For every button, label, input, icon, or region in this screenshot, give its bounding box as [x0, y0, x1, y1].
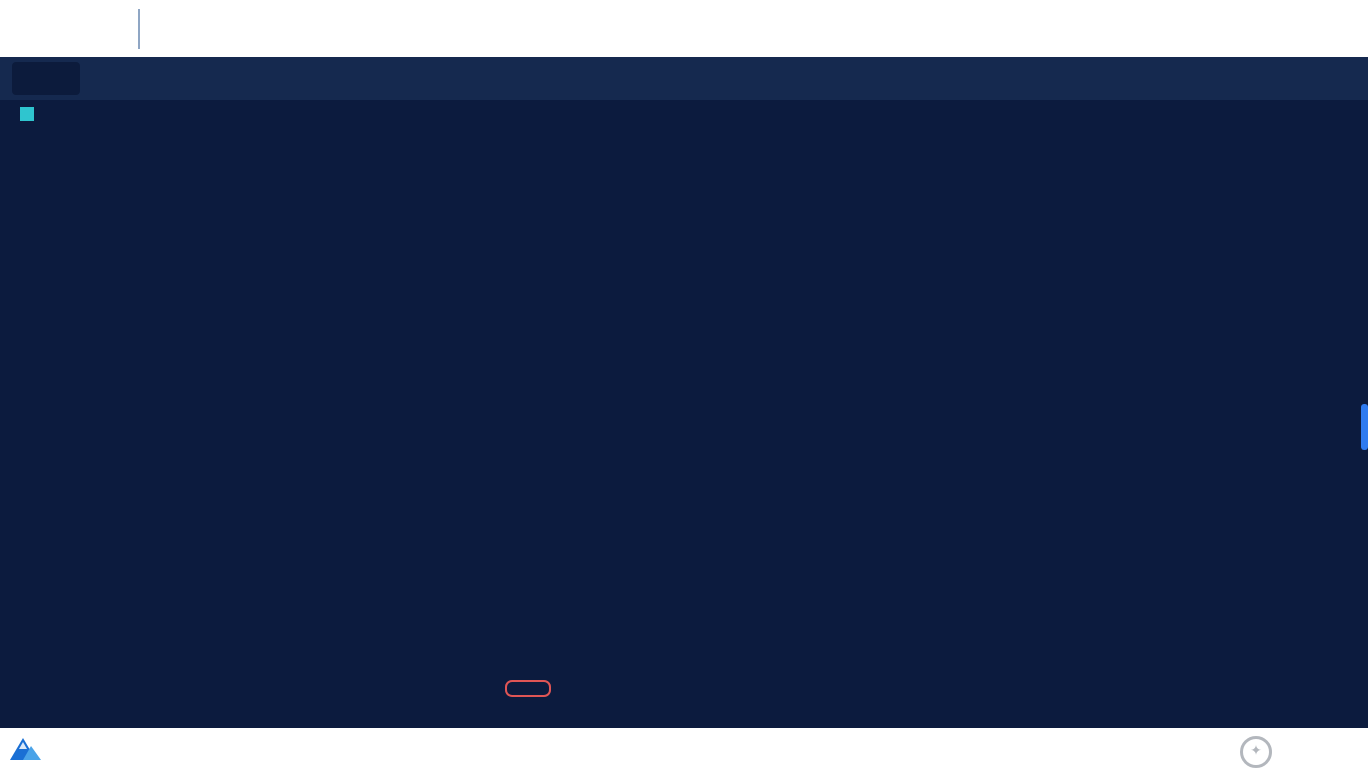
tab-oss[interactable] [88, 62, 148, 95]
watermark-logo-icon: ✦ [1240, 736, 1272, 768]
app-header [0, 0, 1368, 57]
scrollbar-thumb[interactable] [1361, 404, 1368, 450]
tab-osi[interactable] [318, 62, 378, 95]
tab-ma66c[interactable] [238, 62, 318, 95]
tab-emil[interactable] [12, 62, 80, 95]
header-divider [138, 9, 140, 49]
chart-toolbar [0, 57, 1368, 100]
app-footer: ✦ [0, 728, 1368, 768]
tab-no5-15k[interactable] [148, 62, 238, 95]
legend-swatch-icon [20, 107, 34, 121]
axis-marker [505, 680, 551, 697]
blox-logo-icon [10, 738, 41, 760]
